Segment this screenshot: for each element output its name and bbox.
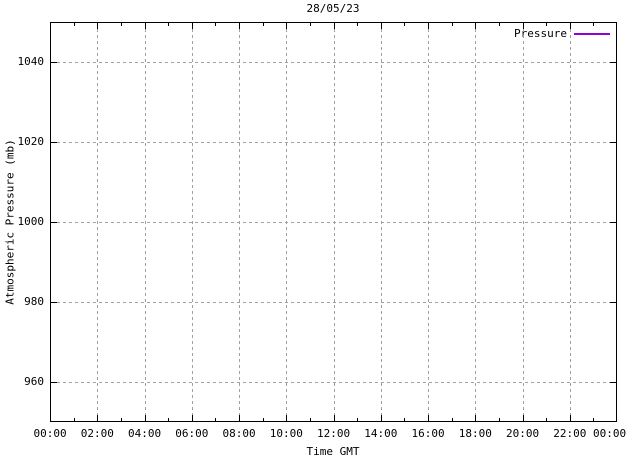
x-tick-bottom [523, 415, 524, 421]
x-tick-bottom [428, 415, 429, 421]
x-tick-label: 00:00 [33, 427, 67, 440]
y-axis-title: Atmospheric Pressure (mb) [3, 139, 17, 305]
x-tick-label: 16:00 [411, 427, 445, 440]
chart-title: 28/05/23 [306, 2, 360, 15]
x-tick-top [97, 23, 98, 29]
x-tick-top [215, 23, 216, 26]
x-tick-bottom [381, 415, 382, 421]
x-tick-bottom [74, 418, 75, 421]
legend-label-pressure: Pressure [514, 27, 567, 40]
y-tick-label: 1040 [17, 55, 45, 68]
x-tick-top [570, 23, 571, 29]
x-tick-bottom [570, 415, 571, 421]
y-gridline [51, 302, 616, 303]
x-tick-bottom [121, 418, 122, 421]
x-tick-label: 18:00 [458, 427, 492, 440]
x-tick-bottom [475, 415, 476, 421]
x-tick-top [168, 23, 169, 26]
x-tick-top [192, 23, 193, 29]
x-tick-label: 20:00 [506, 427, 540, 440]
x-tick-bottom [452, 418, 453, 421]
x-tick-bottom [334, 415, 335, 421]
y-tick-left [51, 382, 57, 383]
x-tick-label: 04:00 [128, 427, 162, 440]
x-tick-bottom [404, 418, 405, 421]
x-tick-label: 12:00 [317, 427, 351, 440]
x-tick-top [428, 23, 429, 29]
x-tick-bottom [499, 418, 500, 421]
x-tick-bottom [239, 415, 240, 421]
x-tick-bottom [593, 418, 594, 421]
x-tick-bottom [168, 418, 169, 421]
x-tick-label: 14:00 [364, 427, 398, 440]
y-tick-left [51, 222, 57, 223]
x-tick-top [593, 23, 594, 26]
x-tick-top [121, 23, 122, 26]
y-tick-label: 980 [24, 295, 44, 308]
x-tick-top [334, 23, 335, 29]
x-tick-bottom [97, 415, 98, 421]
x-tick-top [404, 23, 405, 26]
x-tick-bottom [310, 418, 311, 421]
x-tick-top [475, 23, 476, 29]
y-tick-right [610, 382, 616, 383]
y-gridline [51, 382, 616, 383]
y-tick-label: 1020 [17, 135, 45, 148]
y-tick-label: 1000 [17, 215, 45, 228]
y-tick-right [610, 222, 616, 223]
x-tick-top [263, 23, 264, 26]
x-tick-top [145, 23, 146, 29]
x-axis-title: Time GMT [306, 445, 360, 458]
x-tick-bottom [546, 418, 547, 421]
x-tick-label: 02:00 [80, 427, 114, 440]
x-tick-bottom [286, 415, 287, 421]
x-tick-top [452, 23, 453, 26]
x-tick-bottom [192, 415, 193, 421]
x-tick-top [74, 23, 75, 26]
plot-area [50, 22, 617, 422]
x-tick-bottom [263, 418, 264, 421]
y-tick-left [51, 302, 57, 303]
x-tick-bottom [145, 415, 146, 421]
y-gridline [51, 62, 616, 63]
x-tick-top [239, 23, 240, 29]
y-tick-right [610, 62, 616, 63]
x-tick-label: 00:00 [593, 427, 627, 440]
x-tick-top [310, 23, 311, 26]
y-gridline [51, 222, 616, 223]
y-tick-left [51, 62, 57, 63]
y-tick-right [610, 142, 616, 143]
y-tick-label: 960 [24, 375, 44, 388]
x-tick-top [357, 23, 358, 26]
x-tick-bottom [215, 418, 216, 421]
x-tick-label: 08:00 [222, 427, 256, 440]
x-tick-label: 06:00 [175, 427, 209, 440]
x-tick-bottom [357, 418, 358, 421]
x-tick-top [523, 23, 524, 29]
x-tick-top [499, 23, 500, 26]
x-tick-top [286, 23, 287, 29]
y-tick-right [610, 302, 616, 303]
legend-line-sample [574, 33, 610, 35]
y-gridline [51, 142, 616, 143]
x-tick-top [546, 23, 547, 26]
x-tick-label: 10:00 [269, 427, 303, 440]
y-tick-left [51, 142, 57, 143]
x-tick-label: 22:00 [553, 427, 587, 440]
x-tick-top [381, 23, 382, 29]
